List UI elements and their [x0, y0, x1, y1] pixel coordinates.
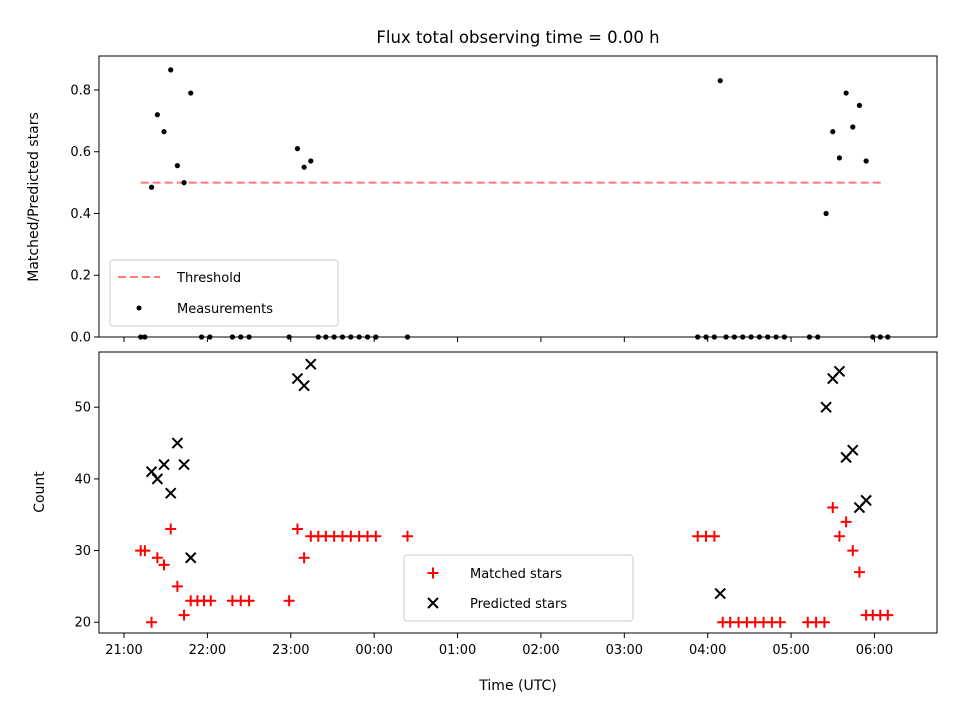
matched-star-point	[158, 559, 170, 571]
matched-star-point	[165, 523, 177, 535]
measurement-point	[823, 210, 829, 217]
top-y-tick-label: 0.8	[70, 83, 91, 98]
measurement-point	[836, 155, 843, 161]
x-axis-label: Time (UTC)	[478, 678, 556, 694]
matched-star-point	[833, 530, 845, 542]
measurement-point	[850, 124, 856, 130]
top-legend: Threshold Measurements	[109, 259, 339, 327]
bottom-axes-frame	[98, 351, 938, 634]
top-axes-frame	[98, 55, 938, 338]
legend-measurements-label: Measurements	[177, 302, 273, 317]
matched-star-point	[402, 530, 414, 542]
measurement-point	[843, 90, 849, 96]
x-tick-label: 04:00	[689, 643, 726, 658]
measurement-point	[154, 112, 160, 118]
top-y-tick-label: 0.2	[70, 269, 91, 284]
matched-star-point	[178, 609, 190, 621]
x-tick-label: 06:00	[856, 643, 893, 658]
measurement-point	[717, 78, 723, 84]
measurement-point	[863, 158, 869, 164]
matched-star-point	[840, 516, 852, 528]
matched-star-point	[882, 609, 894, 621]
matched-star-point	[151, 552, 163, 564]
bottom-subplot: 20 30 40 50 21:00 22:00 23:00 00:00 01:00 02:00 03…	[74, 351, 938, 658]
legend-matched-swatch	[427, 567, 439, 579]
predicted-star-point	[151, 473, 164, 485]
predicted-star-point	[185, 552, 197, 564]
matched-star-point	[370, 530, 382, 542]
predicted-star-point	[298, 379, 310, 392]
top-legend-frame	[109, 259, 339, 327]
x-tick-label: 02:00	[522, 643, 559, 658]
matched-star-point	[827, 502, 839, 514]
bottom-legend-frame	[403, 554, 634, 622]
x-tick-label: 23:00	[272, 643, 309, 658]
legend-predicted-swatch	[427, 597, 439, 609]
bottom-y-axis-label: Count	[32, 471, 48, 513]
top-y-tick-label: 0.0	[70, 331, 91, 346]
measurement-point	[301, 164, 307, 170]
measurement-point	[308, 158, 314, 164]
matched-star-point	[774, 616, 786, 628]
matched-star-point	[853, 566, 865, 578]
x-tick-label: 05:00	[772, 643, 809, 658]
x-tick-label: 00:00	[355, 643, 392, 658]
measurement-point	[148, 184, 155, 190]
predicted-star-point	[714, 587, 726, 600]
legend-measurements-swatch	[136, 305, 142, 311]
matched-star-point	[291, 523, 303, 535]
chart-title: Flux total observing time = 0.00 h	[376, 28, 659, 47]
bottom-y-tick-label: 50	[74, 401, 91, 416]
measurement-point	[294, 146, 301, 152]
bottom-y-tick-label: 40	[74, 472, 91, 487]
measurement-point	[174, 163, 180, 169]
matched-star-point	[139, 545, 151, 557]
measurement-point	[181, 180, 187, 186]
predicted-star-point	[178, 458, 190, 471]
predicted-star-point	[860, 494, 872, 507]
measurement-point	[856, 102, 863, 109]
x-tick-label: 01:00	[439, 643, 476, 658]
legend-matched-label: Matched stars	[470, 567, 562, 582]
predicted-star-point	[171, 437, 184, 449]
x-tick-label: 21:00	[105, 643, 142, 658]
matched-star-point	[283, 595, 295, 607]
predicted-star-point	[165, 487, 177, 499]
measurement-point	[161, 129, 167, 135]
top-y-tick-label: 0.6	[70, 145, 91, 160]
x-tick-label: 03:00	[606, 643, 643, 658]
predicted-star-point	[847, 444, 859, 456]
legend-threshold-label: Threshold	[176, 271, 241, 286]
matched-star-point	[298, 552, 310, 564]
matched-star-point	[171, 580, 183, 592]
predicted-star-point	[305, 358, 317, 370]
top-y-tick-label: 0.4	[70, 207, 91, 222]
top-subplot: 0.0 0.2 0.4 0.6 0.8	[70, 55, 938, 346]
matched-star-point	[205, 595, 217, 607]
top-y-axis-label: Matched/Predicted stars	[26, 112, 42, 282]
matched-star-point	[146, 616, 158, 628]
bottom-y-tick-label: 20	[74, 616, 91, 631]
bottom-y-tick-label: 30	[74, 544, 91, 559]
matched-star-point	[243, 595, 255, 607]
x-tick-label: 22:00	[189, 643, 226, 658]
measurement-point	[188, 90, 194, 96]
legend-predicted-label: Predicted stars	[470, 597, 567, 612]
measurement-point	[168, 67, 174, 73]
matched-star-point	[818, 616, 830, 628]
matched-star-point	[847, 545, 859, 557]
predicted-star-point	[820, 401, 832, 413]
measurement-point	[830, 129, 836, 135]
matched-star-point	[708, 530, 720, 542]
predicted-star-point	[158, 458, 170, 471]
bottom-legend: Matched stars Predicted stars	[403, 554, 634, 622]
predicted-star-point	[833, 365, 846, 378]
